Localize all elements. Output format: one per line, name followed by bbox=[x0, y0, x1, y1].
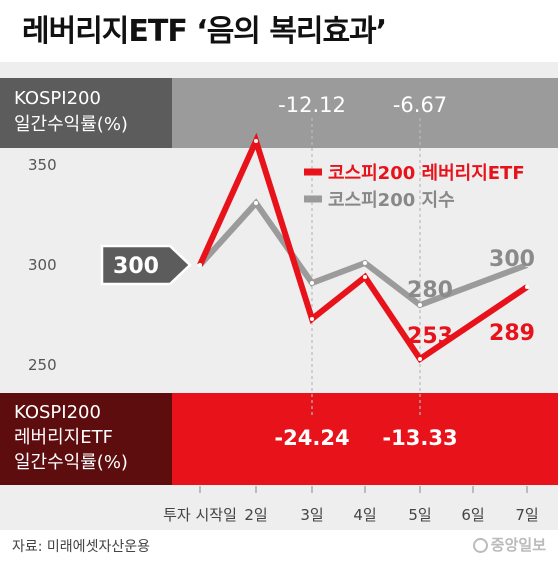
start-value-callout bbox=[100, 244, 192, 286]
x-tick-label: 투자 시작일 bbox=[163, 506, 237, 524]
series-point bbox=[418, 303, 422, 307]
x-tick-label: 7일 bbox=[515, 506, 538, 524]
series-point bbox=[254, 139, 258, 143]
bottom-band-label-line: 일간수익률(%) bbox=[14, 452, 128, 473]
series-line-index bbox=[197, 198, 529, 309]
series-point bbox=[363, 261, 367, 265]
series-point bbox=[525, 285, 529, 289]
series-point bbox=[310, 317, 314, 321]
joongang-logo-icon bbox=[472, 538, 488, 553]
series-point bbox=[418, 357, 422, 361]
series-point bbox=[198, 263, 202, 267]
bottom-band-label-line: 레버리지ETF bbox=[14, 427, 113, 448]
series-point bbox=[363, 275, 367, 279]
page-title: 레버리지ETF ‘음의 복리효과’ bbox=[22, 14, 387, 49]
bottom-band-label-line: KOSPI200 bbox=[14, 402, 101, 423]
top-band-label-line: 일간수익률(%) bbox=[14, 114, 128, 135]
top-band-value: -12.12 bbox=[278, 93, 346, 117]
legend-entry: 코스피200 지수 bbox=[328, 190, 455, 211]
x-tick-label: 6일 bbox=[461, 506, 484, 524]
leverage-value-label: 289 bbox=[489, 321, 535, 346]
y-tick-label: 300 bbox=[28, 256, 57, 274]
x-tick-label: 5일 bbox=[408, 506, 431, 524]
credit: 중앙일보 bbox=[472, 534, 546, 555]
x-tick-label: 4일 bbox=[353, 506, 376, 524]
bottom-band-value: -24.24 bbox=[274, 426, 349, 450]
x-tick-label: 3일 bbox=[300, 506, 323, 524]
series-point bbox=[254, 201, 258, 205]
bottom-band-label-box bbox=[0, 393, 172, 485]
y-tick-label: 250 bbox=[28, 356, 57, 374]
top-band-value: -6.67 bbox=[393, 93, 447, 117]
top-band-label-box bbox=[0, 78, 172, 148]
series-point bbox=[310, 281, 314, 285]
x-tick-label: 2일 bbox=[244, 506, 267, 524]
series-line-leverage bbox=[197, 132, 529, 364]
credit-text: 중앙일보 bbox=[490, 536, 546, 554]
index-value-label: 280 bbox=[407, 278, 453, 303]
series-point bbox=[525, 263, 529, 267]
leverage-value-label: 253 bbox=[407, 324, 453, 349]
start-value-label: 300 bbox=[113, 254, 159, 279]
top-band-label-line: KOSPI200 bbox=[14, 88, 101, 109]
legend-entry: 코스피200 레버리지ETF bbox=[328, 163, 525, 184]
y-tick-label: 350 bbox=[28, 156, 57, 174]
index-value-label: 300 bbox=[489, 247, 535, 272]
bottom-band-value: -13.33 bbox=[382, 426, 457, 450]
source-note: 자료: 미래에셋자산운용 bbox=[12, 539, 150, 555]
